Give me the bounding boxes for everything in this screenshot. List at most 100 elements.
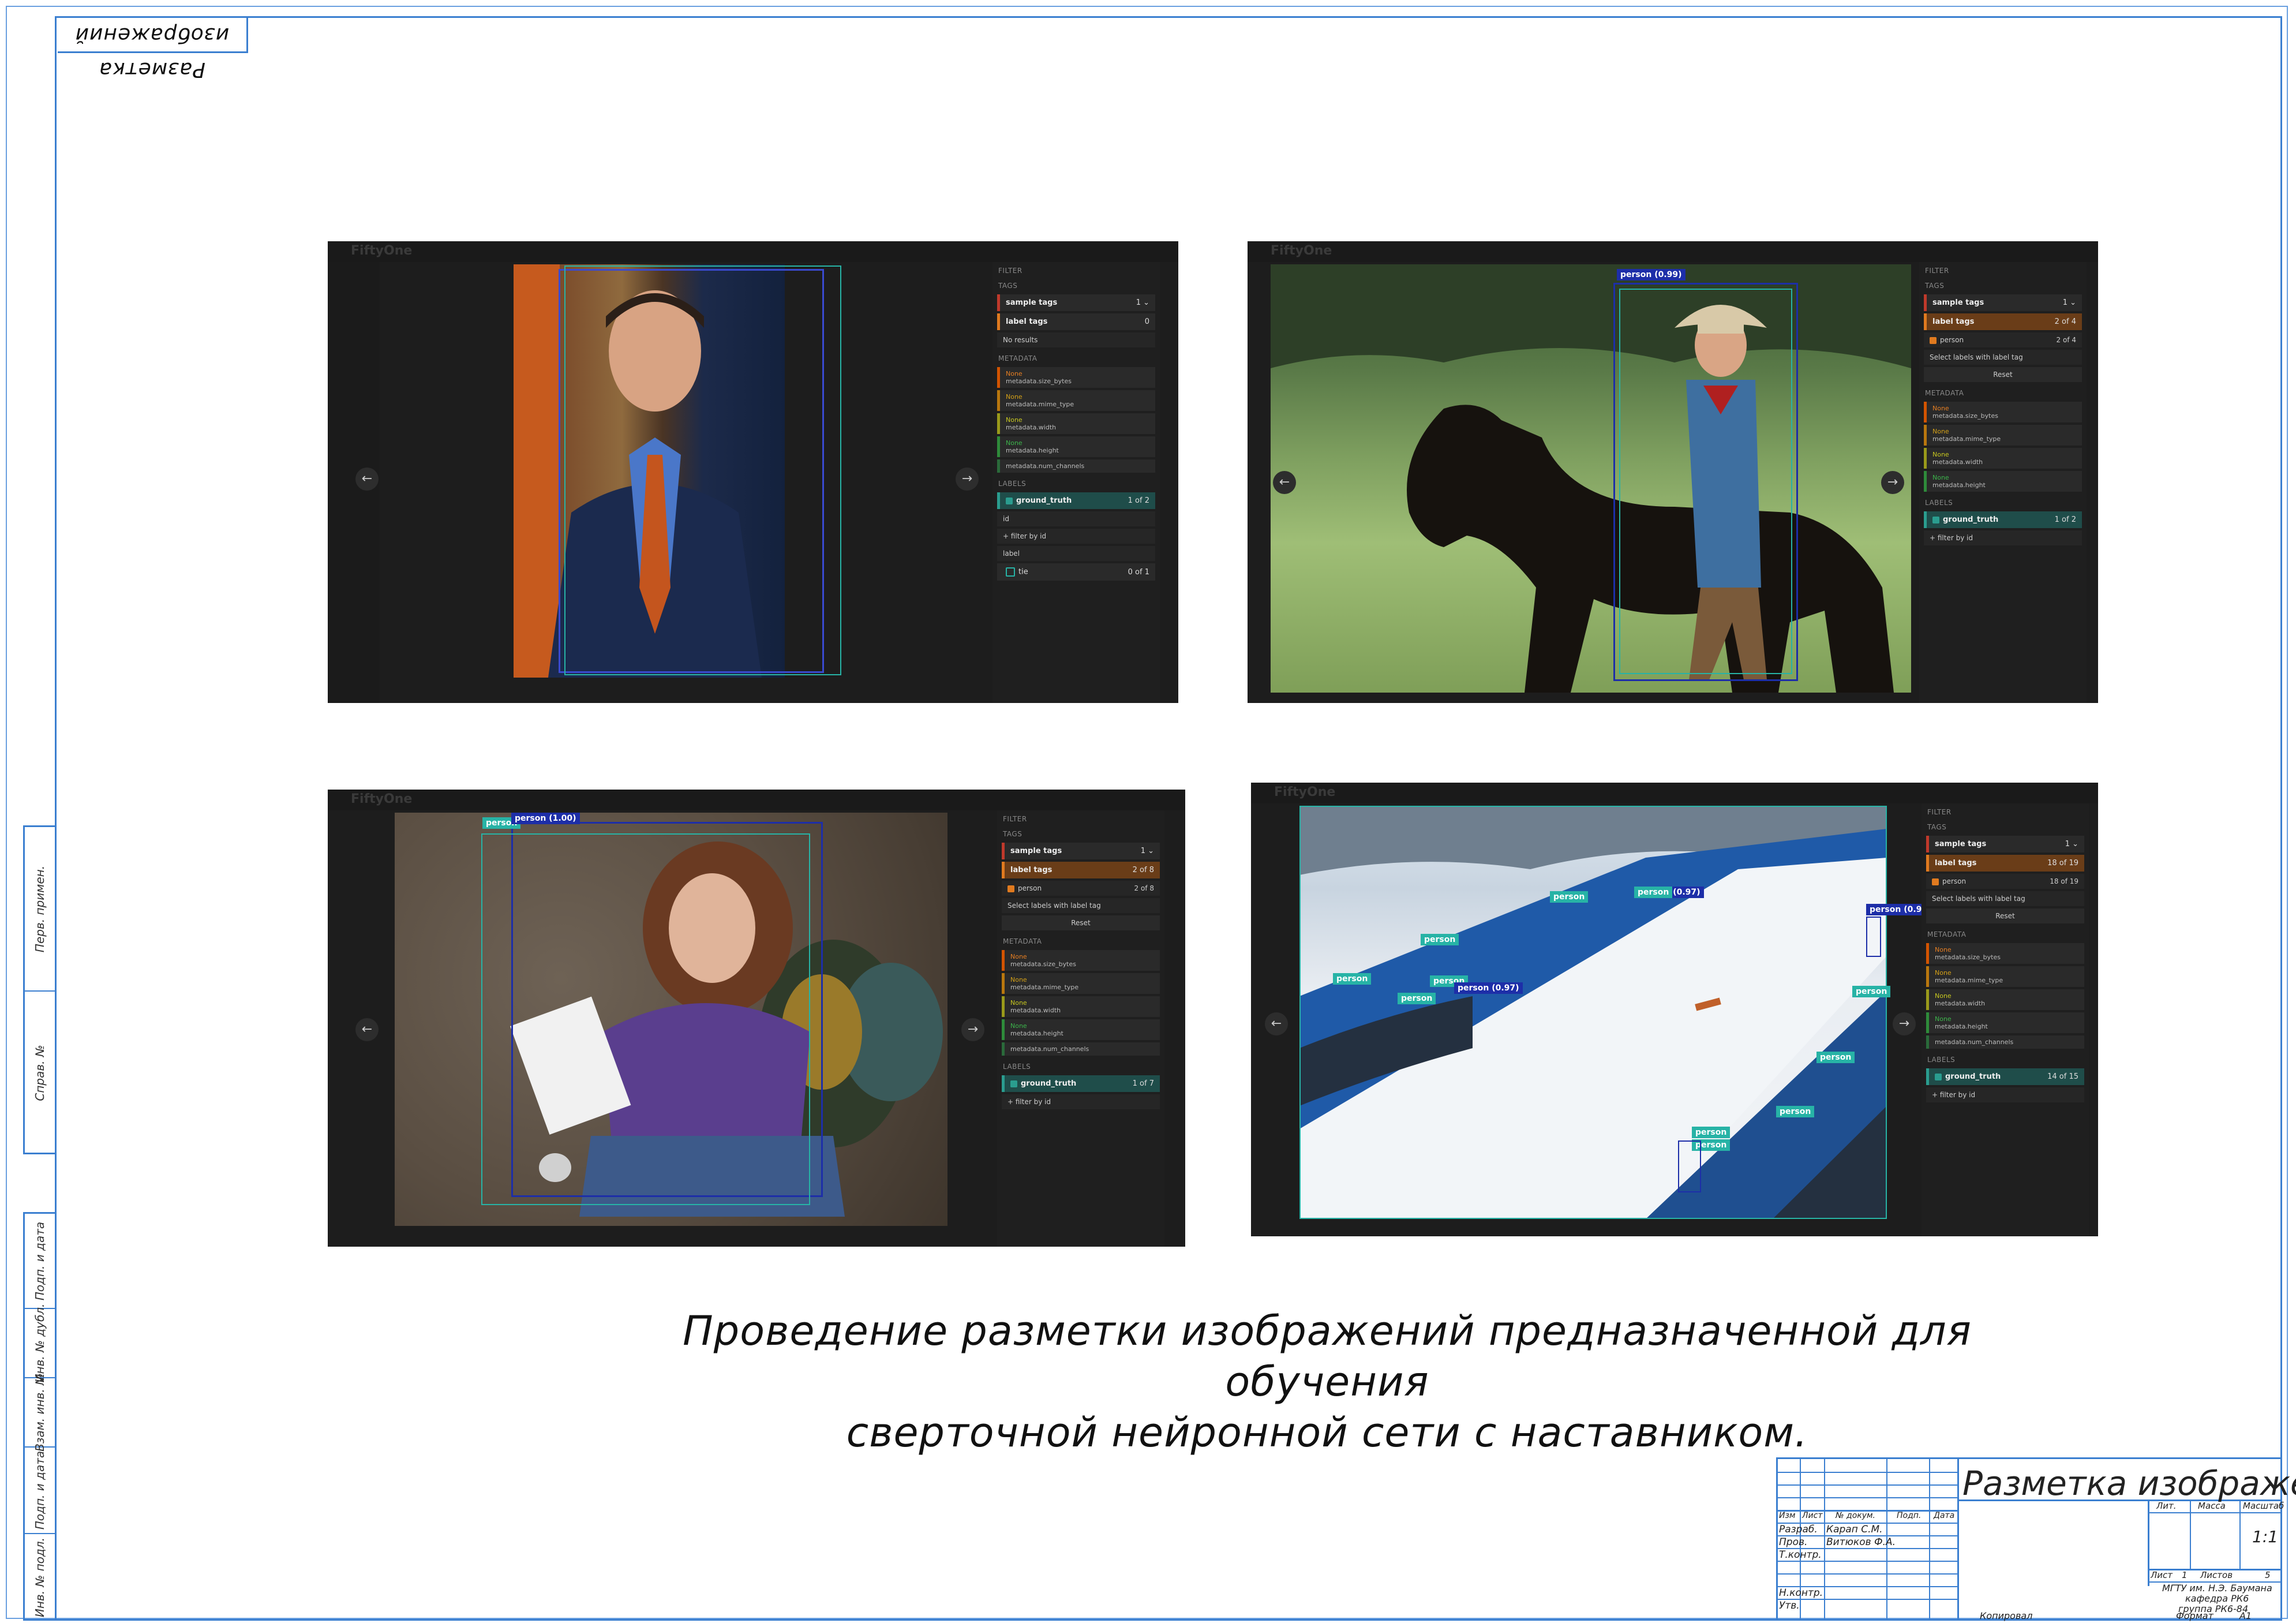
filter-panel: FILTER TAGS sample tags 1 ⌄ label tags 0 N… (992, 262, 1160, 703)
meta-channels[interactable]: metadata.num_channels (1002, 1042, 1160, 1056)
next-arrow[interactable]: → (1893, 1012, 1916, 1035)
labels-header: LABELS (1003, 1063, 1031, 1071)
side-cell: Инв. № дубл. (25, 1304, 55, 1382)
checkbox-icon[interactable] (1006, 497, 1013, 504)
next-arrow[interactable]: → (1881, 471, 1904, 494)
person-tag-row[interactable]: person 18 of 19 (1926, 874, 2084, 889)
bbox-frame-gt[interactable] (1299, 806, 1887, 1219)
sample-tags-row[interactable]: sample tags 1 ⌄ (1924, 294, 2082, 311)
app-brand: FiftyOne (1271, 244, 1332, 258)
detection-tag: person (1634, 887, 1673, 898)
labels-header: LABELS (1925, 499, 1953, 507)
photo-halfpipe (1299, 806, 1887, 1219)
bbox-person[interactable] (559, 269, 824, 673)
drawing-frame (55, 16, 2282, 1621)
side-cell: Подп. и дата (25, 1448, 55, 1534)
prev-arrow[interactable]: ← (355, 1018, 379, 1041)
select-hint[interactable]: Select labels with label tag (1926, 891, 2084, 906)
meta-width[interactable]: None metadata.width (1924, 448, 2082, 469)
detection-tag: person (1692, 1139, 1731, 1151)
ground-truth-row[interactable]: ground_truth 1 of 7 (1002, 1075, 1160, 1092)
ground-truth-row[interactable]: ground_truth 1 of 2 (997, 492, 1155, 509)
meta-channels[interactable]: metadata.num_channels (1926, 1035, 2084, 1049)
tags-header: TAGS (998, 282, 1018, 290)
sample-tags-row[interactable]: sample tags 1 ⌄ (1002, 843, 1160, 859)
ground-truth-row[interactable]: ground_truth 1 of 2 (1924, 511, 2082, 528)
prev-arrow[interactable]: ← (1265, 1012, 1288, 1035)
meta-size[interactable]: None metadata.size_bytes (1924, 402, 2082, 422)
checkbox-icon[interactable] (1007, 885, 1014, 892)
bbox-tie[interactable] (564, 265, 841, 675)
sample-tags-row[interactable]: sample tags 1 ⌄ (997, 294, 1155, 311)
meta-channels[interactable]: metadata.num_channels (997, 459, 1155, 473)
prev-arrow[interactable]: ← (355, 468, 379, 491)
meta-width[interactable]: None metadata.width (997, 413, 1155, 434)
bbox-person[interactable] (1613, 283, 1798, 681)
prev-arrow[interactable]: ← (1273, 471, 1296, 494)
labels-header: LABELS (998, 480, 1027, 488)
checkbox-icon[interactable] (1932, 516, 1939, 523)
filter-header: FILTER (1003, 815, 1027, 823)
checkbox-icon[interactable] (1935, 1073, 1942, 1080)
bbox-person-gt[interactable] (481, 833, 810, 1205)
meta-mime[interactable]: None metadata.mime_type (1924, 425, 2082, 446)
detection-tag: person (1816, 1052, 1855, 1063)
reset-button[interactable]: Reset (1002, 915, 1160, 930)
meta-height[interactable]: None metadata.height (1002, 1019, 1160, 1040)
filter-by-id[interactable]: + filter by id (997, 529, 1155, 544)
metadata-header: METADATA (998, 354, 1037, 362)
screenshot-4: FiftyOne person person person person per… (1251, 783, 2098, 1236)
reset-button[interactable]: Reset (1926, 908, 2084, 923)
bbox-person-gt[interactable] (1619, 289, 1792, 674)
next-arrow[interactable]: → (961, 1018, 984, 1041)
meta-size[interactable]: None metadata.size_bytes (1002, 950, 1160, 971)
filter-header: FILTER (1925, 267, 1949, 275)
checkbox-icon[interactable] (1006, 567, 1015, 577)
side-cell: Взам. инв. № (25, 1373, 55, 1452)
meta-height[interactable]: None metadata.height (1924, 471, 2082, 492)
meta-width[interactable]: None metadata.width (1926, 989, 2084, 1010)
bbox-person[interactable] (1678, 1140, 1701, 1192)
next-arrow[interactable]: → (956, 468, 979, 491)
filter-panel: FILTER TAGS sample tags 1 ⌄ label tags 18 … (1922, 803, 2089, 1236)
detection-tag: person (1398, 993, 1436, 1004)
filter-by-id[interactable]: + filter by id (1002, 1094, 1160, 1109)
meta-size[interactable]: None metadata.size_bytes (997, 367, 1155, 388)
side-cell: Перв. примен. (25, 827, 55, 992)
app-topbar: FiftyOne (328, 790, 1185, 810)
reset-button[interactable]: Reset (1924, 367, 2082, 382)
person-tag-row[interactable]: person 2 of 8 (1002, 881, 1160, 896)
meta-height[interactable]: None metadata.height (997, 436, 1155, 457)
detection-tag: person (1692, 1127, 1731, 1138)
app-topbar: FiftyOne (1251, 783, 2098, 803)
bbox-person[interactable] (1866, 917, 1881, 957)
side-stamp-upper: Перв. примен. Справ. № (23, 825, 55, 1154)
label-tags-row[interactable]: label tags 0 (997, 313, 1155, 330)
label-tags-row[interactable]: label tags 2 of 8 (1002, 862, 1160, 878)
sample-tags-row[interactable]: sample tags 1 ⌄ (1926, 836, 2084, 852)
ground-truth-row[interactable]: ground_truth 14 of 15 (1926, 1068, 2084, 1085)
checkbox-icon[interactable] (1930, 336, 1937, 344)
meta-mime[interactable]: None metadata.mime_type (1926, 966, 2084, 987)
meta-width[interactable]: None metadata.width (1002, 996, 1160, 1017)
top-stamp: Разметка изображений (58, 17, 248, 81)
checkbox-icon[interactable] (1932, 878, 1939, 885)
select-hint[interactable]: Select labels with label tag (1002, 898, 1160, 913)
meta-mime[interactable]: None metadata.mime_type (1002, 973, 1160, 994)
filter-header: FILTER (998, 267, 1022, 275)
top-stamp-text: Разметка изображений (74, 23, 230, 81)
person-tag-row[interactable]: person 2 of 4 (1924, 332, 2082, 347)
filter-by-id[interactable]: + filter by id (1926, 1087, 2084, 1102)
checkbox-icon[interactable] (1010, 1080, 1017, 1087)
meta-mime[interactable]: None metadata.mime_type (997, 390, 1155, 411)
app-topbar: FiftyOne (1248, 241, 2098, 262)
caption-line-2: сверточной нейронной сети с наставником. (846, 1409, 1808, 1456)
tie-row[interactable]: tie 0 of 1 (997, 563, 1155, 581)
label-tags-row[interactable]: label tags 18 of 19 (1926, 855, 2084, 872)
meta-size[interactable]: None metadata.size_bytes (1926, 943, 2084, 964)
meta-height[interactable]: None metadata.height (1926, 1012, 2084, 1033)
filter-by-id[interactable]: + filter by id (1924, 530, 2082, 545)
label-tags-row[interactable]: label tags 2 of 4 (1924, 313, 2082, 330)
bbox-person-pred[interactable] (511, 822, 823, 1197)
select-hint[interactable]: Select labels with label tag (1924, 350, 2082, 365)
